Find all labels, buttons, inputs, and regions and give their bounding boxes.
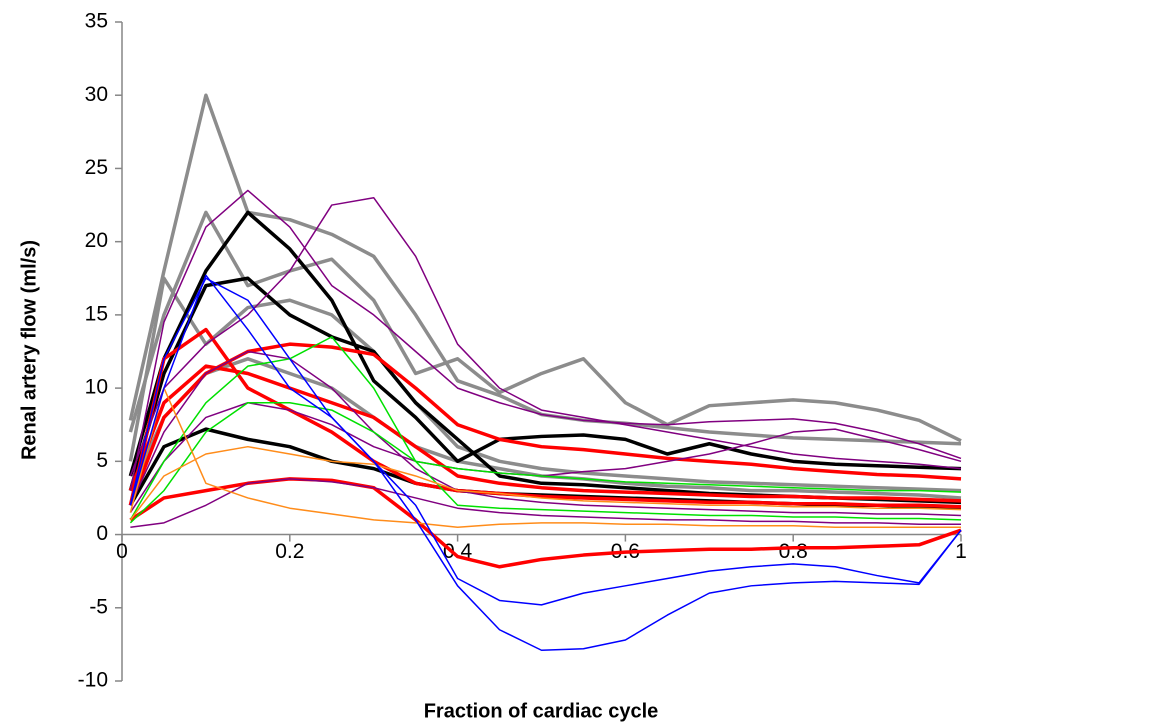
y-tick-label: 0: [96, 522, 108, 545]
series-line: [129, 196, 962, 477]
y-tick-label: 25: [85, 156, 108, 179]
series-line: [129, 402, 962, 524]
series-line: [129, 277, 962, 606]
y-tick-label: 35: [85, 10, 108, 33]
x-tick-label: 0.8: [779, 540, 808, 563]
series-line: [129, 189, 962, 491]
series-line: [129, 336, 962, 521]
series-line: [128, 276, 962, 493]
y-tick-label: 15: [85, 302, 108, 325]
y-tick-label: 30: [85, 83, 108, 106]
y-tick-label: -10: [78, 669, 108, 692]
series-line: [129, 445, 962, 521]
series-line: [128, 210, 962, 477]
series-line: [130, 478, 961, 528]
series-line: [129, 350, 962, 517]
y-tick-label: -5: [89, 595, 108, 618]
y-tick-label: 5: [96, 449, 108, 472]
x-tick-label: 1: [955, 540, 967, 563]
x-tick-label: 0: [116, 540, 128, 563]
series-line: [128, 327, 962, 509]
y-axis-title: Renal artery flow (ml/s): [18, 240, 40, 460]
x-axis-title: Fraction of cardiac cycle: [424, 700, 659, 722]
y-tick-label: 20: [85, 229, 108, 252]
series-line: [128, 210, 962, 443]
series-line: [129, 387, 961, 528]
series-line: [128, 364, 962, 503]
series-line: [129, 274, 962, 651]
y-tick-label: 10: [85, 376, 108, 399]
series-line: [128, 357, 962, 500]
x-tick-label: 0.2: [275, 540, 304, 563]
